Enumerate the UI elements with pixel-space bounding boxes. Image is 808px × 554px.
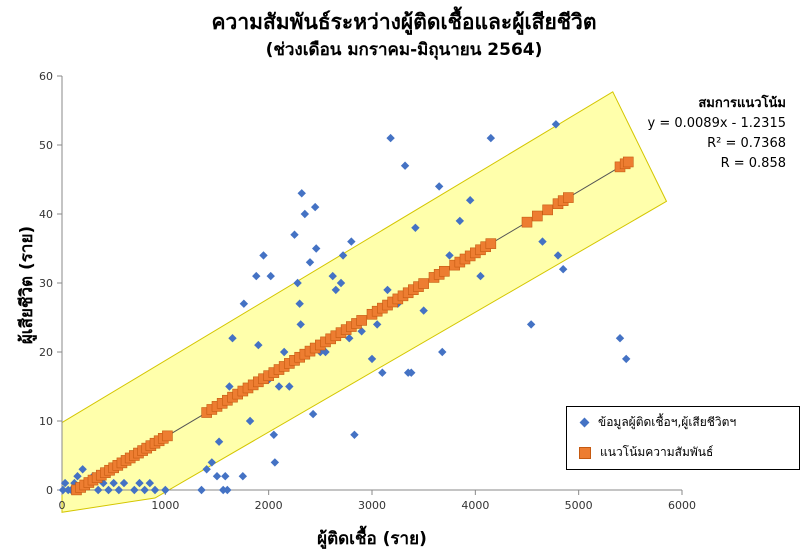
legend: ข้อมูลผู้ติดเชื้อฯ,ผู้เสียชีวิตฯ แนวโน้ม… bbox=[566, 406, 800, 470]
data-point-diamond bbox=[306, 258, 314, 266]
data-point-diamond bbox=[213, 472, 221, 480]
trend-point-square bbox=[522, 217, 532, 227]
data-point-diamond bbox=[559, 265, 567, 273]
data-point-diamond bbox=[239, 472, 247, 480]
data-point-diamond bbox=[616, 334, 624, 342]
data-point-diamond bbox=[298, 189, 306, 197]
data-point-diamond bbox=[259, 251, 267, 259]
data-point-diamond bbox=[197, 486, 205, 494]
trend-point-square bbox=[486, 239, 496, 249]
trend-series-points bbox=[71, 157, 633, 495]
data-point-diamond bbox=[401, 162, 409, 170]
trendline-equation: สมการแนวโน้ม y = 0.0089x - 1.2315 R² = 0… bbox=[648, 94, 786, 174]
x-tick-label: 3000 bbox=[358, 499, 386, 512]
diamond-marker-icon bbox=[580, 418, 590, 428]
trend-point-square bbox=[439, 266, 449, 276]
x-tick-label: 2000 bbox=[255, 499, 283, 512]
data-point-diamond bbox=[527, 320, 535, 328]
r-text: R = 0.858 bbox=[648, 154, 786, 174]
equation-text: y = 0.0089x - 1.2315 bbox=[648, 114, 786, 134]
y-tick-label: 20 bbox=[39, 346, 53, 359]
legend-item-trend: แนวโน้มความสัมพันธ์ bbox=[577, 443, 713, 462]
data-point-diamond bbox=[270, 431, 278, 439]
x-tick-label: 6000 bbox=[668, 499, 696, 512]
r-squared-text: R² = 0.7368 bbox=[648, 134, 786, 154]
y-tick-label: 30 bbox=[39, 277, 53, 290]
trend-point-square bbox=[543, 205, 553, 215]
x-tick-label: 1000 bbox=[151, 499, 179, 512]
trend-point-square bbox=[419, 279, 429, 289]
y-tick-label: 0 bbox=[46, 484, 53, 497]
equation-heading: สมการแนวโน้ม bbox=[648, 94, 786, 114]
data-point-diamond bbox=[347, 237, 355, 245]
data-point-diamond bbox=[622, 355, 630, 363]
data-point-diamond bbox=[309, 410, 317, 418]
data-point-diamond bbox=[311, 203, 319, 211]
data-point-diamond bbox=[378, 369, 386, 377]
data-point-diamond bbox=[435, 182, 443, 190]
data-point-diamond bbox=[290, 231, 298, 239]
x-axis-title: ผู้ติดเชื้อ (ราย) bbox=[317, 525, 427, 550]
square-marker-icon bbox=[579, 447, 591, 459]
data-point-diamond bbox=[221, 472, 229, 480]
y-tick-label: 50 bbox=[39, 139, 53, 152]
data-point-diamond bbox=[267, 272, 275, 280]
trend-point-square bbox=[532, 211, 542, 221]
data-point-diamond bbox=[301, 210, 309, 218]
legend-item-data: ข้อมูลผู้ติดเชื้อฯ,ผู้เสียชีวิตฯ bbox=[577, 413, 736, 432]
data-point-diamond bbox=[438, 348, 446, 356]
x-tick-label: 4000 bbox=[461, 499, 489, 512]
trend-point-square bbox=[162, 431, 172, 441]
y-tick-label: 40 bbox=[39, 208, 53, 221]
y-tick-label: 10 bbox=[39, 415, 53, 428]
y-tick-label: 60 bbox=[39, 70, 53, 83]
trend-point-square bbox=[357, 315, 367, 325]
trend-point-square bbox=[563, 193, 573, 203]
x-tick-label: 5000 bbox=[565, 499, 593, 512]
data-point-diamond bbox=[312, 244, 320, 252]
y-axis-title: ผู้เสียชีวิต (ราย) bbox=[16, 226, 38, 344]
trend-point-square bbox=[623, 157, 633, 167]
data-point-diamond bbox=[487, 134, 495, 142]
data-point-diamond bbox=[271, 458, 279, 466]
legend-label-trend: แนวโน้มความสัมพันธ์ bbox=[600, 443, 713, 462]
data-point-diamond bbox=[350, 431, 358, 439]
data-point-diamond bbox=[386, 134, 394, 142]
x-tick-label: 0 bbox=[59, 499, 66, 512]
data-point-diamond bbox=[240, 300, 248, 308]
legend-label-data: ข้อมูลผู้ติดเชื้อฯ,ผู้เสียชีวิตฯ bbox=[598, 413, 736, 432]
data-point-diamond bbox=[252, 272, 260, 280]
